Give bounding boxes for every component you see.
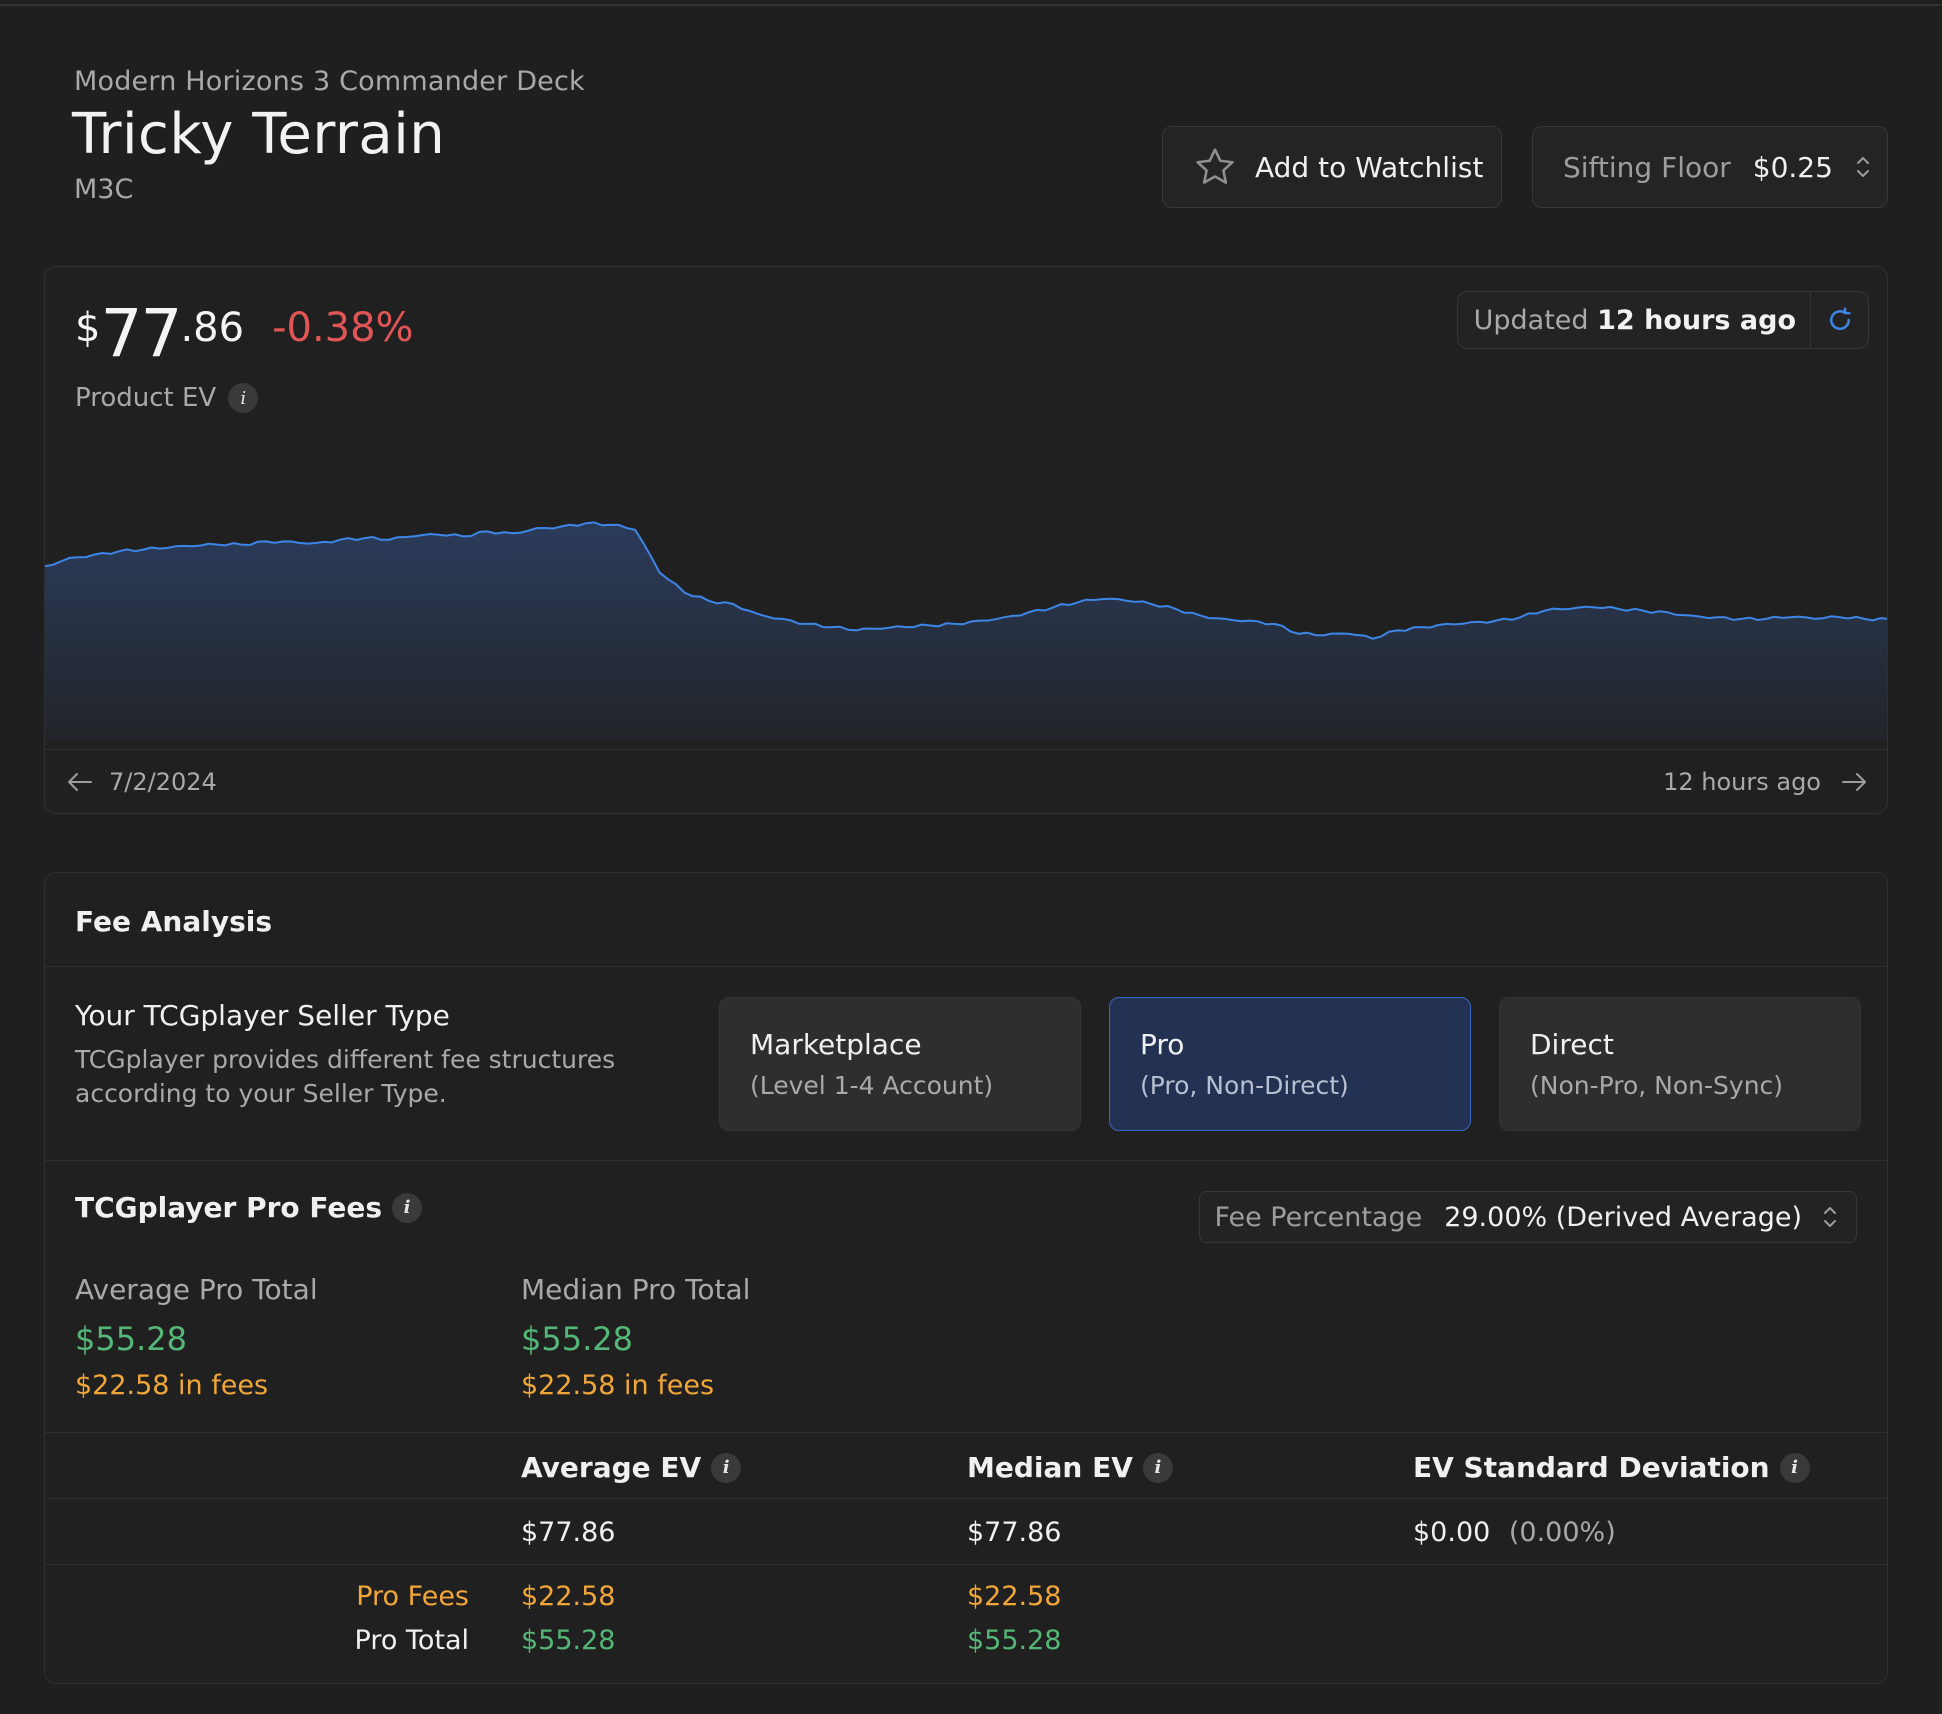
col-ev-std: EV Standard Deviation i <box>1413 1451 1810 1484</box>
option-title: Direct <box>1530 1028 1614 1061</box>
median-pro-total-fees: $22.58 in fees <box>521 1370 715 1401</box>
pro-fees-title: TCGplayer Pro Fees i <box>75 1191 423 1224</box>
info-icon[interactable]: i <box>392 1192 423 1223</box>
updated-value: 12 hours ago <box>1597 304 1796 336</box>
info-icon[interactable]: i <box>711 1452 742 1483</box>
pro-fees-title-text: TCGplayer Pro Fees <box>75 1191 383 1224</box>
updated-text: Updated 12 hours ago <box>1458 305 1810 336</box>
product-ev-label: Product EV i <box>75 383 259 413</box>
arrow-right-icon[interactable] <box>1839 770 1869 794</box>
page-title: Tricky Terrain <box>72 102 446 167</box>
price-decimal: .86 <box>180 305 245 351</box>
fee-analysis-card: Fee Analysis Your TCGplayer Seller Type … <box>44 872 1888 1684</box>
chart-line <box>45 521 1887 640</box>
ev-table-header: Average EV i Median EV i EV Standard Dev… <box>45 1433 1887 1499</box>
average-pro-total-value: $55.28 <box>75 1320 187 1358</box>
sifting-floor-select[interactable]: Sifting Floor $0.25 <box>1532 126 1888 208</box>
median-pro-total-row: $55.28 <box>967 1625 1062 1656</box>
col-average-ev: Average EV i <box>521 1451 742 1484</box>
pro-total-row-label: Pro Total <box>354 1625 469 1656</box>
top-divider <box>0 4 1942 6</box>
fee-percentage-value: 29.00% (Derived Average) <box>1444 1201 1802 1233</box>
pro-summary-rows: Pro Fees $22.58 $22.58 Pro Total $55.28 … <box>45 1565 1887 1685</box>
ev-std-amount: $0.00 <box>1413 1517 1491 1548</box>
refresh-button[interactable] <box>1810 292 1868 348</box>
fee-percentage-label: Fee Percentage <box>1214 1201 1423 1233</box>
average-ev-value: $77.86 <box>521 1517 616 1548</box>
chart-end: 12 hours ago <box>1663 768 1869 796</box>
average-pro-total: Average Pro Total $55.28 $22.58 in fees <box>75 1273 318 1401</box>
fee-percentage-select[interactable]: Fee Percentage 29.00% (Derived Average) <box>1199 1191 1857 1243</box>
pro-fees-row-label: Pro Fees <box>356 1581 469 1612</box>
col-median-ev: Median EV i <box>967 1451 1173 1484</box>
seller-option-marketplace[interactable]: Marketplace (Level 1-4 Account) <box>719 997 1081 1131</box>
product-subtitle: Modern Horizons 3 Commander Deck <box>74 66 585 97</box>
seller-type-section: Your TCGplayer Seller Type TCGplayer pro… <box>45 967 1887 1161</box>
refresh-icon <box>1829 307 1851 331</box>
ev-history-chart <box>45 521 1887 741</box>
add-to-watchlist-button[interactable]: Add to Watchlist <box>1162 126 1502 208</box>
average-pro-fees: $22.58 <box>521 1581 616 1612</box>
pro-fees-section: TCGplayer Pro Fees i Fee Percentage 29.0… <box>45 1161 1887 1433</box>
option-title: Pro <box>1140 1028 1185 1061</box>
chart-end-label: 12 hours ago <box>1663 768 1821 796</box>
seller-type-title: Your TCGplayer Seller Type <box>75 999 450 1032</box>
median-pro-total-label: Median Pro Total <box>521 1273 751 1306</box>
chart-start-label: 7/2/2024 <box>109 768 217 796</box>
updated-widget: Updated 12 hours ago <box>1456 291 1869 349</box>
product-ev-price: $ 77 .86 -0.38% <box>75 295 414 367</box>
chart-start: 7/2/2024 <box>65 768 217 796</box>
option-title: Marketplace <box>750 1028 922 1061</box>
seller-option-direct[interactable]: Direct (Non-Pro, Non-Sync) <box>1499 997 1861 1131</box>
option-subtitle: (Non-Pro, Non-Sync) <box>1530 1071 1784 1100</box>
col-ev-std-label: EV Standard Deviation <box>1413 1451 1770 1484</box>
ev-std-value: $0.00 (0.00%) <box>1413 1517 1616 1548</box>
price-integer: 77 <box>100 295 182 372</box>
table-row: $77.86 $77.86 $0.00 (0.00%) <box>45 1499 1887 1565</box>
sifting-floor-value: $0.25 <box>1752 150 1833 184</box>
info-icon[interactable]: i <box>1779 1452 1810 1483</box>
arrow-left-icon[interactable] <box>65 770 95 794</box>
chevron-updown-icon <box>1822 1203 1838 1231</box>
seller-option-pro[interactable]: Pro (Pro, Non-Direct) <box>1109 997 1471 1131</box>
col-average-ev-label: Average EV <box>521 1451 702 1484</box>
watchlist-label: Add to Watchlist <box>1255 150 1484 184</box>
median-ev-value: $77.86 <box>967 1517 1062 1548</box>
fee-analysis-title: Fee Analysis <box>75 905 272 938</box>
average-pro-total-fees: $22.58 in fees <box>75 1370 269 1401</box>
product-ev-text: Product EV <box>75 383 217 413</box>
updated-prefix: Updated <box>1473 304 1589 336</box>
price-currency: $ <box>75 305 101 351</box>
price-change: -0.38% <box>272 305 414 351</box>
info-icon[interactable]: i <box>228 383 259 413</box>
price-card: $ 77 .86 -0.38% Product EV i Updated 12 … <box>44 266 1888 814</box>
seller-type-description: TCGplayer provides different fee structu… <box>75 1045 616 1108</box>
fee-analysis-header: Fee Analysis <box>45 873 1887 967</box>
average-pro-total-label: Average Pro Total <box>75 1273 318 1306</box>
col-median-ev-label: Median EV <box>967 1451 1133 1484</box>
sifting-floor-label: Sifting Floor <box>1563 150 1731 184</box>
chart-area <box>45 522 1887 741</box>
chart-footer: 7/2/2024 12 hours ago <box>45 749 1887 813</box>
star-icon <box>1196 148 1234 184</box>
set-code: M3C <box>74 174 134 205</box>
median-pro-fees: $22.58 <box>967 1581 1062 1612</box>
info-icon[interactable]: i <box>1142 1452 1173 1483</box>
ev-std-percent: (0.00%) <box>1508 1517 1616 1548</box>
option-subtitle: (Level 1-4 Account) <box>750 1071 994 1100</box>
median-pro-total-value: $55.28 <box>521 1320 633 1358</box>
chevron-updown-icon <box>1855 153 1871 181</box>
median-pro-total: Median Pro Total $55.28 $22.58 in fees <box>521 1273 750 1401</box>
average-pro-total-row: $55.28 <box>521 1625 616 1656</box>
option-subtitle: (Pro, Non-Direct) <box>1140 1071 1349 1100</box>
